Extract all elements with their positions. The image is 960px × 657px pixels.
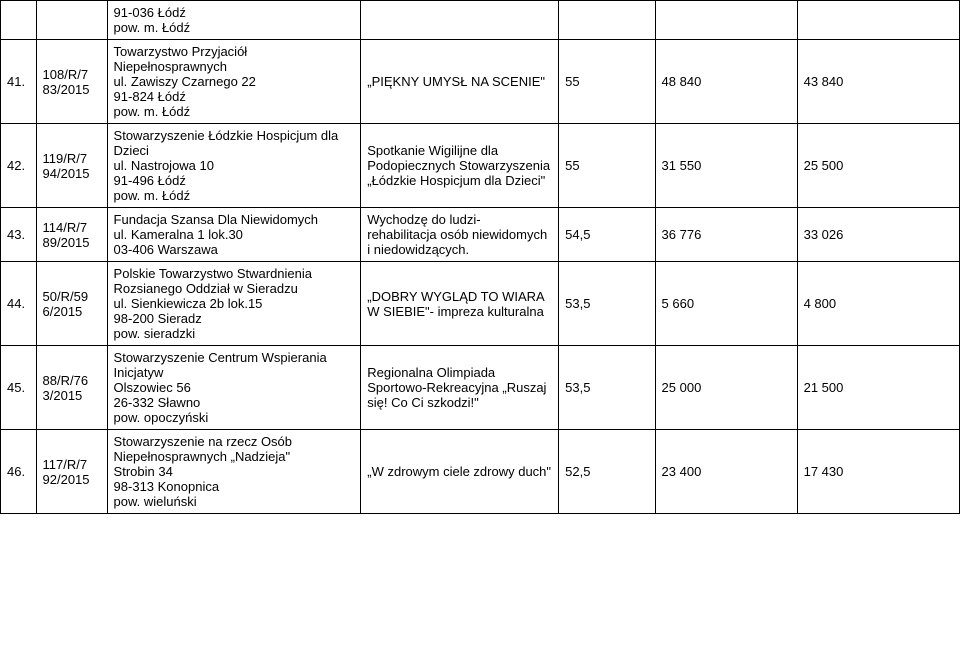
cell-id: 88/R/76 3/2015 <box>36 346 107 430</box>
cell-org: Stowarzyszenie Łódzkie Hospicjum dla Dzi… <box>107 124 361 208</box>
table-row: 46. 117/R/7 92/2015 Stowarzyszenie na rz… <box>1 430 960 514</box>
table-row: 44. 50/R/59 6/2015 Polskie Towarzystwo S… <box>1 262 960 346</box>
cell-lp <box>1 1 37 40</box>
cell-lp: 45. <box>1 346 37 430</box>
cell-task <box>361 1 559 40</box>
cell-lp: 42. <box>1 124 37 208</box>
cell-id: 114/R/7 89/2015 <box>36 208 107 262</box>
cell-n3 <box>797 1 959 40</box>
cell-lp: 43. <box>1 208 37 262</box>
table-row: 91-036 Łódź pow. m. Łódź <box>1 1 960 40</box>
cell-id <box>36 1 107 40</box>
cell-n1: 54,5 <box>559 208 655 262</box>
cell-id: 117/R/7 92/2015 <box>36 430 107 514</box>
cell-n3: 25 500 <box>797 124 959 208</box>
cell-id: 119/R/7 94/2015 <box>36 124 107 208</box>
table-row: 41. 108/R/7 83/2015 Towarzystwo Przyjaci… <box>1 40 960 124</box>
cell-n2: 36 776 <box>655 208 797 262</box>
cell-task: „PIĘKNY UMYSŁ NA SCENIE" <box>361 40 559 124</box>
cell-task: „DOBRY WYGLĄD TO WIARA W SIEBIE"- imprez… <box>361 262 559 346</box>
cell-n1: 52,5 <box>559 430 655 514</box>
cell-n1: 55 <box>559 40 655 124</box>
cell-n2: 31 550 <box>655 124 797 208</box>
cell-org: 91-036 Łódź pow. m. Łódź <box>107 1 361 40</box>
cell-n1 <box>559 1 655 40</box>
cell-id: 50/R/59 6/2015 <box>36 262 107 346</box>
cell-org: Polskie Towarzystwo Stwardnienia Rozsian… <box>107 262 361 346</box>
cell-org: Fundacja Szansa Dla Niewidomych ul. Kame… <box>107 208 361 262</box>
data-table: 91-036 Łódź pow. m. Łódź 41. 108/R/7 83/… <box>0 0 960 514</box>
cell-n3: 17 430 <box>797 430 959 514</box>
cell-org: Stowarzyszenie na rzecz Osób Niepełnospr… <box>107 430 361 514</box>
cell-id: 108/R/7 83/2015 <box>36 40 107 124</box>
table-row: 42. 119/R/7 94/2015 Stowarzyszenie Łódzk… <box>1 124 960 208</box>
cell-n1: 53,5 <box>559 346 655 430</box>
cell-task: Wychodzę do ludzi- rehabilitacja osób ni… <box>361 208 559 262</box>
cell-n3: 33 026 <box>797 208 959 262</box>
cell-lp: 46. <box>1 430 37 514</box>
table-row: 43. 114/R/7 89/2015 Fundacja Szansa Dla … <box>1 208 960 262</box>
cell-n2: 48 840 <box>655 40 797 124</box>
cell-n1: 55 <box>559 124 655 208</box>
cell-n3: 43 840 <box>797 40 959 124</box>
table-row: 45. 88/R/76 3/2015 Stowarzyszenie Centru… <box>1 346 960 430</box>
cell-n2: 23 400 <box>655 430 797 514</box>
cell-n2: 25 000 <box>655 346 797 430</box>
cell-n2: 5 660 <box>655 262 797 346</box>
cell-n3: 4 800 <box>797 262 959 346</box>
cell-task: „W zdrowym ciele zdrowy duch" <box>361 430 559 514</box>
cell-lp: 44. <box>1 262 37 346</box>
cell-lp: 41. <box>1 40 37 124</box>
cell-task: Regionalna Olimpiada Sportowo-Rekreacyjn… <box>361 346 559 430</box>
cell-task: Spotkanie Wigilijne dla Podopiecznych St… <box>361 124 559 208</box>
cell-n2 <box>655 1 797 40</box>
cell-org: Stowarzyszenie Centrum Wspierania Inicja… <box>107 346 361 430</box>
cell-org: Towarzystwo Przyjaciół Niepełnosprawnych… <box>107 40 361 124</box>
cell-n1: 53,5 <box>559 262 655 346</box>
cell-n3: 21 500 <box>797 346 959 430</box>
